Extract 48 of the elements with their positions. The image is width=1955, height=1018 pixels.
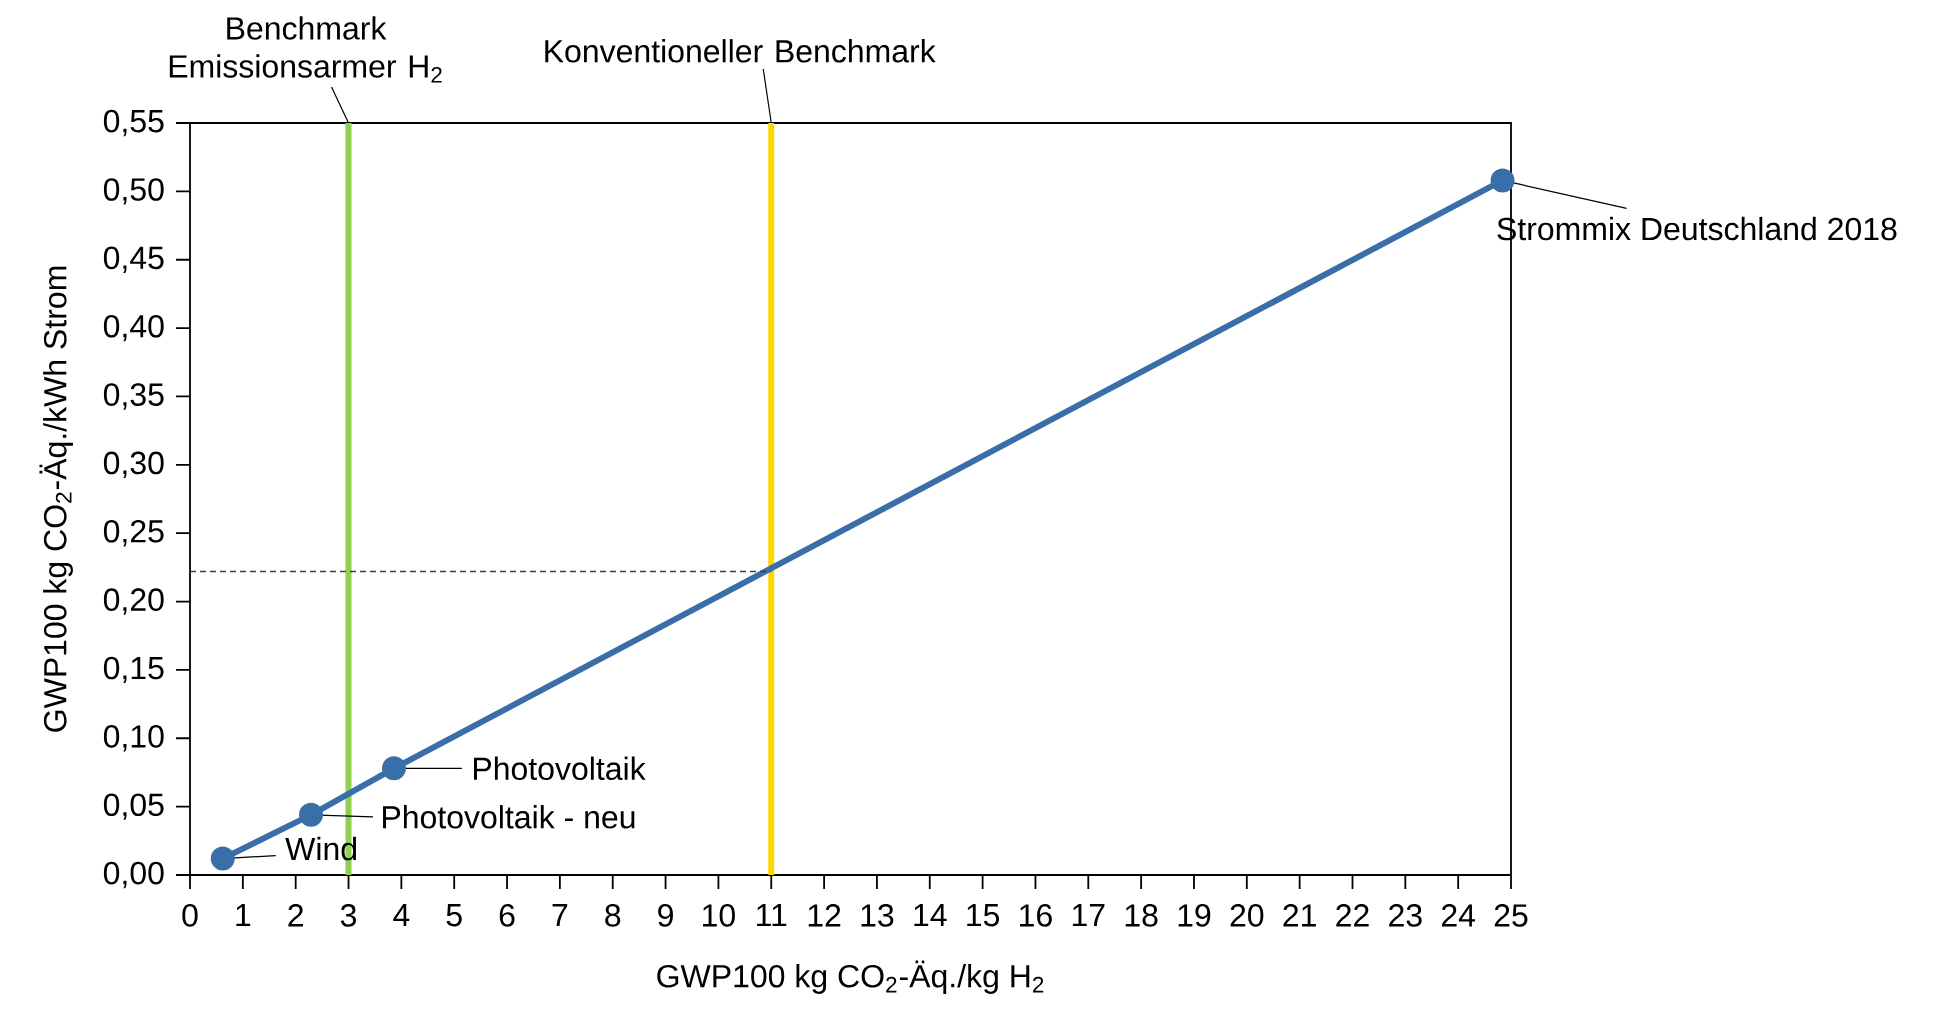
x-tick-label: 3 — [340, 904, 356, 927]
y-tick-label: 0,05 — [103, 793, 164, 820]
ref-line-label: Benchmark Emissionsarmer H$_{2}$ — [169, 16, 442, 83]
x-tick-label: 19 — [1178, 904, 1211, 927]
y-tick-label: 0,25 — [103, 519, 164, 547]
x-axis-title: GWP100 kg CO$_{2}$-Äq./kg H$_{2}$ — [657, 960, 1044, 994]
y-tick-label: 0,45 — [103, 246, 164, 273]
y-tick-label: 0,55 — [103, 109, 164, 137]
x-tick-label: 13 — [861, 904, 894, 927]
y-axis-title: GWP100 kg CO$_{2}$-Äq./kWh Strom — [39, 266, 73, 732]
x-tick-label: 17 — [1072, 904, 1105, 927]
x-tick-label: 11 — [757, 904, 787, 927]
y-tick-label: 0,10 — [103, 725, 164, 752]
y-tick-label: 0,40 — [103, 314, 164, 342]
x-tick-label: 4 — [393, 904, 410, 927]
y-tick-label: 0,35 — [103, 383, 164, 410]
point — [381, 756, 406, 781]
x-tick-label: 0 — [182, 904, 198, 927]
x-tick-label: 8 — [605, 904, 621, 927]
x-tick-label: 24 — [1441, 904, 1476, 927]
x-tick-label: 6 — [499, 904, 515, 927]
annotation: Photovoltaik — [474, 756, 646, 781]
x-tick-label: 20 — [1230, 904, 1264, 927]
x-tick-label: 23 — [1389, 904, 1422, 927]
x-tick-label: 15 — [967, 904, 1000, 927]
x-tick-label: 14 — [914, 904, 947, 927]
x-tick-label: 16 — [1020, 904, 1052, 927]
point — [1490, 168, 1515, 193]
x-tick-label: 25 — [1494, 904, 1528, 927]
y-tick-label: 0,50 — [103, 178, 164, 205]
y-tick-label: 0,30 — [103, 451, 164, 479]
y-tick-label: 0,00 — [103, 861, 164, 889]
ref-line-label: Konventioneller Benchmark — [545, 39, 936, 63]
x-tick-label: 12 — [808, 904, 841, 927]
x-tick-label: 5 — [446, 904, 462, 927]
x-tick-label: 18 — [1125, 904, 1158, 927]
point — [299, 802, 324, 827]
x-tick-label: 22 — [1336, 904, 1369, 927]
x-tick-label: 2 — [288, 904, 303, 927]
point — [210, 846, 235, 871]
y-tick-label: 0,15 — [103, 656, 164, 684]
annotation: Photovoltaik - neu — [383, 805, 635, 829]
x-tick-label: 21 — [1283, 904, 1316, 927]
x-tick-label: 1 — [236, 904, 251, 927]
x-tick-label: 9 — [658, 904, 673, 927]
x-tick-label: 7 — [552, 904, 568, 927]
y-tick-label: 0,20 — [103, 588, 164, 615]
x-tick-label: 10 — [703, 904, 735, 927]
